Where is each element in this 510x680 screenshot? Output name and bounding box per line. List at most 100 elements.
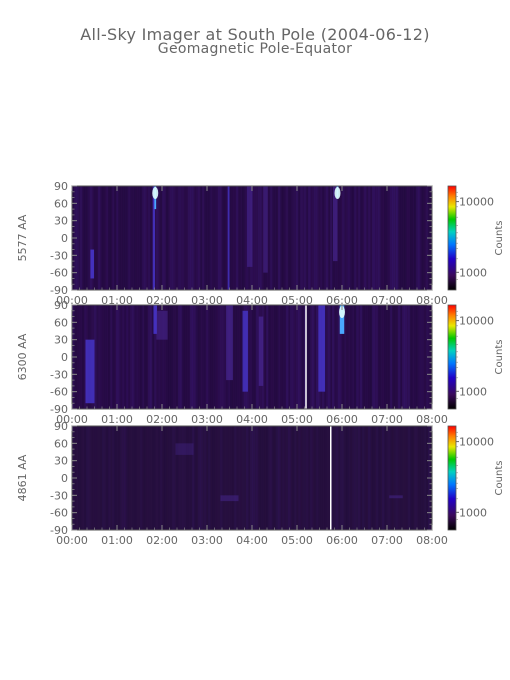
heatmap-cell <box>352 186 355 290</box>
heatmap-cell <box>242 186 245 290</box>
heatmap-cell <box>160 426 163 530</box>
heatmap-cell <box>132 186 135 290</box>
heatmap-cell <box>368 186 371 290</box>
heatmap-cell <box>410 305 413 409</box>
x-tick-label: 06:00 <box>326 534 358 547</box>
heatmap-cell <box>174 305 177 409</box>
heatmap-cell <box>156 305 159 409</box>
heatmap-cell <box>138 305 141 409</box>
heatmap-cell <box>272 305 275 409</box>
heatmap-cell <box>256 426 259 530</box>
heatmap-cell <box>194 186 197 290</box>
heatmap-cell <box>350 426 353 530</box>
heatmap-cell <box>274 186 277 290</box>
heatmap-cell <box>272 426 275 530</box>
heatmap-cell <box>256 305 259 409</box>
heatmap-cell <box>330 305 333 409</box>
heatmap-cell <box>126 426 129 530</box>
x-tick-label: 02:00 <box>146 534 178 547</box>
heatmap-cell <box>390 305 393 409</box>
colorbar <box>447 425 457 531</box>
heatmap-cell <box>122 186 125 290</box>
heatmap-cell <box>374 186 377 290</box>
heatmap-cell <box>312 186 315 290</box>
heatmap-cell <box>220 305 223 409</box>
heatmap-cell <box>360 305 363 409</box>
heatmap-cell <box>378 186 381 290</box>
heatmap-cell <box>280 426 283 530</box>
heatmap-cell <box>416 426 419 530</box>
x-tick-label: 08:00 <box>416 534 448 547</box>
heatmap-cell <box>196 186 199 290</box>
heatmap-cell <box>162 305 165 409</box>
heatmap-cell <box>408 186 411 290</box>
heatmap-cell <box>338 426 341 530</box>
aurora-bright-spot <box>152 187 159 199</box>
heatmap-cell <box>122 426 125 530</box>
heatmap-cell <box>252 426 255 530</box>
heatmap-cell <box>214 186 217 290</box>
heatmap-cell <box>276 186 279 290</box>
heatmap-cell <box>80 426 83 530</box>
colorbar-tick-label: 10000 <box>459 196 494 209</box>
heatmap-cell <box>84 186 87 290</box>
heatmap-cell <box>400 305 403 409</box>
heatmap-cell <box>164 305 167 409</box>
heatmap-cell <box>392 186 395 290</box>
heatmap-cell <box>176 426 179 530</box>
aurora-feature <box>175 443 194 455</box>
heatmap-cell <box>324 305 327 409</box>
heatmap-cell <box>180 426 183 530</box>
x-tick-label: 01:00 <box>101 294 133 307</box>
y-axis-title: 6300 AA <box>16 333 29 380</box>
heatmap-cell <box>274 305 277 409</box>
heatmap-cell <box>156 186 159 290</box>
heatmap-cell <box>418 305 421 409</box>
heatmap-cell <box>344 426 347 530</box>
heatmap-cell <box>332 305 335 409</box>
heatmap-cell <box>332 426 335 530</box>
heatmap-cell <box>202 426 205 530</box>
heatmap-cell <box>362 305 365 409</box>
heatmap-cell <box>232 426 235 530</box>
heatmap-cell <box>192 426 195 530</box>
heatmap-cell <box>376 426 379 530</box>
heatmap-cell <box>370 305 373 409</box>
heatmap-cell <box>154 186 157 290</box>
heatmap-cell <box>134 426 137 530</box>
x-tick-label: 02:00 <box>146 413 178 426</box>
heatmap-cell <box>352 426 355 530</box>
heatmap-cell <box>290 186 293 290</box>
chart-title: All-Sky Imager at South Pole (2004-06-12… <box>80 25 430 44</box>
heatmap-cell <box>96 186 99 290</box>
heatmap-cell <box>170 426 173 530</box>
heatmap-cell <box>102 305 105 409</box>
heatmap-cell <box>356 186 359 290</box>
heatmap-cell <box>354 186 357 290</box>
heatmap-cell <box>104 305 107 409</box>
heatmap-cell <box>400 426 403 530</box>
heatmap-cell <box>314 305 317 409</box>
heatmap-cell <box>240 305 243 409</box>
heatmap-cell <box>278 305 281 409</box>
heatmap-cell <box>390 426 393 530</box>
heatmap-cell <box>298 305 301 409</box>
heatmap-cell <box>364 186 367 290</box>
heatmap-cell <box>210 305 213 409</box>
heatmap-features <box>85 305 345 404</box>
heatmap-cell <box>278 426 281 530</box>
y-tick-label: 30 <box>54 334 68 347</box>
heatmap-cell <box>344 186 347 290</box>
heatmap-cell <box>408 305 411 409</box>
heatmap-cell <box>238 305 241 409</box>
heatmap-cell <box>124 305 127 409</box>
heatmap-cell <box>314 426 317 530</box>
heatmap-cell <box>82 305 85 409</box>
colorbar-tick-label: 10000 <box>459 436 494 449</box>
x-tick-label: 02:00 <box>146 294 178 307</box>
y-tick-label: -90 <box>50 403 68 416</box>
heatmap-cell <box>326 305 329 409</box>
heatmap-cell <box>414 186 417 290</box>
heatmap-cell <box>280 305 283 409</box>
x-tick-label: 03:00 <box>191 413 223 426</box>
